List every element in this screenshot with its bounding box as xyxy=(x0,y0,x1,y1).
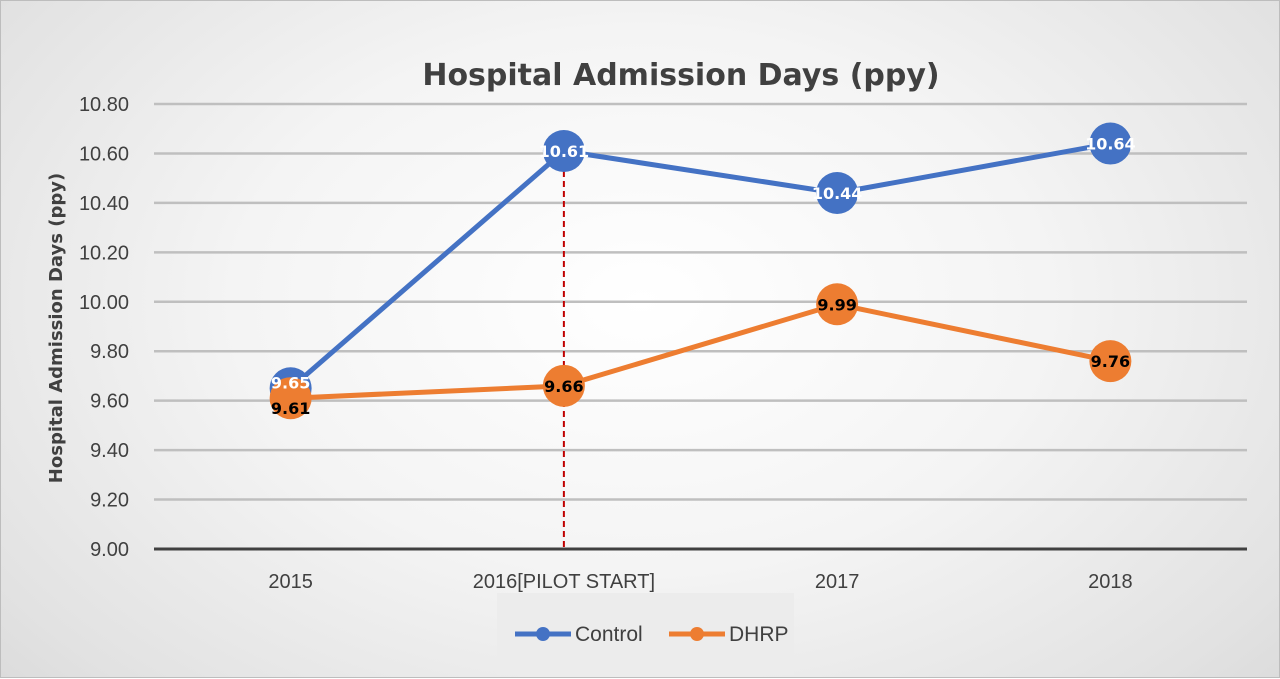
legend-marker-control xyxy=(536,627,550,641)
x-tick-label: 2015 xyxy=(268,571,313,593)
series-line-control xyxy=(288,141,1111,391)
data-label-dhrp: 9.61 xyxy=(271,399,310,418)
series: 9.65 10.61 10.44 10.64 9.61 9.66 9.99 9.76 xyxy=(269,122,1136,420)
y-axis-ticks: 9.00 9.20 9.40 9.60 9.80 10.00 10.20 10.40 10.60… xyxy=(79,94,129,561)
y-tick-label: 10.60 xyxy=(79,143,129,165)
data-point-dhrp xyxy=(816,283,859,326)
data-point-control xyxy=(816,172,859,214)
gridlines xyxy=(154,102,1247,551)
x-tick-label: 2017 xyxy=(815,571,860,593)
data-label-control: 9.65 xyxy=(271,373,310,392)
y-tick-label: 9.80 xyxy=(90,341,129,363)
data-label-dhrp: 9.76 xyxy=(1091,352,1130,371)
y-tick-label: 9.20 xyxy=(90,490,129,512)
y-axis-label: Hospital Admission Days (ppy) xyxy=(46,173,67,483)
data-point-control xyxy=(542,129,585,172)
legend-marker-dhrp xyxy=(690,627,704,641)
legend-label-control: Control xyxy=(575,623,643,646)
x-tick-label: 2018 xyxy=(1088,571,1133,593)
data-label-control: 10.61 xyxy=(539,142,590,161)
data-label-control: 10.64 xyxy=(1085,135,1136,154)
y-tick-label: 10.40 xyxy=(79,193,129,215)
legend-label-dhrp: DHRP xyxy=(729,623,789,646)
y-tick-label: 9.00 xyxy=(90,539,129,561)
x-tick-label: 2016[PILOT START] xyxy=(473,571,655,593)
chart-title: Hospital Admission Days (ppy) xyxy=(422,58,939,93)
data-label-control: 10.44 xyxy=(812,184,863,203)
data-point-dhrp xyxy=(269,377,312,420)
data-label-dhrp: 9.99 xyxy=(817,295,856,314)
data-point-dhrp xyxy=(1089,340,1132,383)
y-tick-label: 10.20 xyxy=(79,242,129,264)
series-line-dhrp xyxy=(290,301,1111,401)
data-label-dhrp: 9.66 xyxy=(544,377,583,396)
y-tick-label: 9.40 xyxy=(90,440,129,462)
y-tick-label: 9.60 xyxy=(90,391,129,413)
y-tick-label: 10.80 xyxy=(79,94,129,116)
x-axis-ticks: 2015 2016[PILOT START] 2017 2018 xyxy=(268,571,1132,593)
data-point-dhrp xyxy=(542,364,585,407)
legend: Control DHRP xyxy=(497,593,794,675)
y-tick-label: 10.00 xyxy=(79,292,129,314)
data-point-control xyxy=(1089,122,1132,165)
